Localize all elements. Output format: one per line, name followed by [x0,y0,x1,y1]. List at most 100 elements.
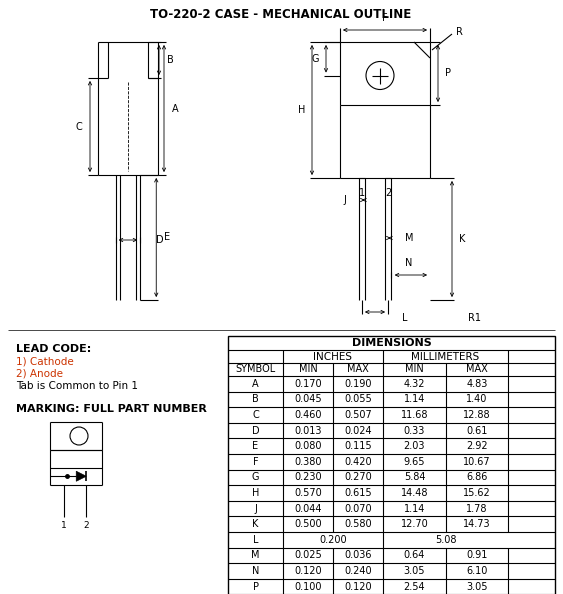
Text: MIN: MIN [298,365,318,374]
Text: J: J [254,504,257,514]
Text: TO-220-2 CASE - MECHANICAL OUTLINE: TO-220-2 CASE - MECHANICAL OUTLINE [150,8,412,21]
Text: 0.33: 0.33 [404,425,425,435]
Text: 2: 2 [385,188,391,198]
Text: MIN: MIN [405,365,424,374]
Text: 15.62: 15.62 [463,488,491,498]
Text: 1: 1 [61,521,67,530]
Text: M: M [251,551,260,560]
Text: MAX: MAX [347,365,369,374]
Text: 1.78: 1.78 [466,504,488,514]
Text: 14.48: 14.48 [401,488,428,498]
Text: 5.08: 5.08 [435,535,456,545]
Text: 0.036: 0.036 [344,551,372,560]
Text: 5.84: 5.84 [404,472,425,482]
Text: 0.070: 0.070 [344,504,372,514]
Text: 12.88: 12.88 [463,410,491,420]
Text: 0.380: 0.380 [294,457,321,467]
Text: N: N [252,566,259,576]
Text: 0.507: 0.507 [344,410,372,420]
Text: G: G [311,53,319,64]
Text: 0.013: 0.013 [294,425,321,435]
Text: 4.32: 4.32 [404,379,425,389]
Text: 2: 2 [83,521,89,530]
Text: D: D [156,235,164,245]
Text: N: N [405,258,413,268]
Text: 1.14: 1.14 [404,504,425,514]
Text: 0.615: 0.615 [344,488,372,498]
Text: K: K [252,519,258,529]
Text: 0.120: 0.120 [294,566,322,576]
Text: 0.270: 0.270 [344,472,372,482]
Text: R: R [456,27,463,37]
Text: 4.83: 4.83 [466,379,488,389]
Text: 0.61: 0.61 [466,425,488,435]
Text: 0.115: 0.115 [344,441,372,451]
Text: 1: 1 [359,188,365,198]
Text: 2.92: 2.92 [466,441,488,451]
Text: 0.570: 0.570 [294,488,322,498]
Text: SYMBOL: SYMBOL [235,365,276,374]
Text: 0.230: 0.230 [294,472,322,482]
Text: 0.580: 0.580 [344,519,372,529]
Text: P: P [445,68,451,78]
Text: 0.460: 0.460 [294,410,321,420]
Text: C: C [75,122,82,131]
Text: 3.05: 3.05 [404,566,425,576]
Text: 1.14: 1.14 [404,394,425,405]
Bar [228,336,555,594]
Text: 0.240: 0.240 [344,566,372,576]
Text: 0.024: 0.024 [344,425,372,435]
Text: DIMENSIONS: DIMENSIONS [352,338,431,348]
Text: 0.080: 0.080 [294,441,321,451]
Text: 0.025: 0.025 [294,551,322,560]
Text: A: A [172,103,178,113]
Text: E: E [164,232,171,242]
Text: 2.03: 2.03 [404,441,425,451]
Text: F: F [382,13,388,23]
Text: C: C [252,410,259,420]
Text: 12.70: 12.70 [401,519,428,529]
Text: A: A [252,379,259,389]
Text: 0.045: 0.045 [294,394,322,405]
Text: 0.044: 0.044 [294,504,321,514]
Text: 3.05: 3.05 [466,582,488,592]
Text: 0.055: 0.055 [344,394,372,405]
Text: G: G [252,472,259,482]
Text: 9.65: 9.65 [404,457,425,467]
Text: 0.200: 0.200 [319,535,347,545]
Text: J: J [343,195,346,205]
Text: 0.91: 0.91 [466,551,488,560]
Text: B: B [252,394,259,405]
Text: 1.40: 1.40 [466,394,488,405]
Text: M: M [405,233,413,243]
Text: MAX: MAX [466,365,488,374]
Polygon shape [76,471,86,481]
Text: LEAD CODE:: LEAD CODE: [16,344,91,354]
Text: L: L [402,313,408,323]
Text: H: H [252,488,259,498]
Text: 0.420: 0.420 [344,457,372,467]
Text: P: P [252,582,258,592]
Text: 2.54: 2.54 [404,582,425,592]
Text: INCHES: INCHES [314,352,352,362]
Text: 11.68: 11.68 [401,410,428,420]
Text: 0.64: 0.64 [404,551,425,560]
Text: MILLIMETERS: MILLIMETERS [412,352,480,362]
Text: R1: R1 [468,313,481,323]
Text: 0.190: 0.190 [344,379,372,389]
Text: E: E [252,441,258,451]
Text: H: H [298,105,305,115]
Text: 0.120: 0.120 [344,582,372,592]
Text: 6.86: 6.86 [466,472,488,482]
Text: MARKING: FULL PART NUMBER: MARKING: FULL PART NUMBER [16,404,207,414]
Text: 0.100: 0.100 [294,582,321,592]
Text: 0.500: 0.500 [294,519,322,529]
Text: 14.73: 14.73 [463,519,491,529]
Text: 6.10: 6.10 [466,566,488,576]
Text: 10.67: 10.67 [463,457,491,467]
Text: K: K [459,234,466,244]
Text: B: B [167,55,174,65]
Text: 2) Anode: 2) Anode [16,369,63,379]
Text: Tab is Common to Pin 1: Tab is Common to Pin 1 [16,381,138,391]
Text: F: F [253,457,258,467]
